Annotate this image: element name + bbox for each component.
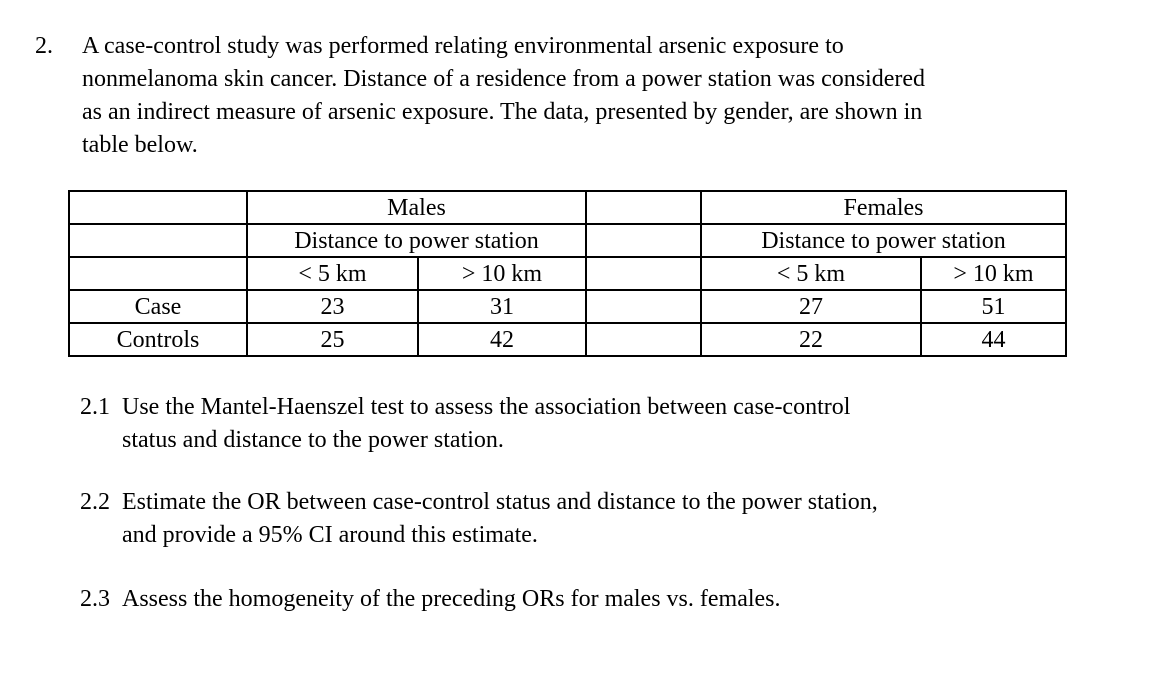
table-cell-controls-females-lt5km: 22 bbox=[700, 322, 922, 357]
question-number: 2.1 bbox=[80, 394, 110, 420]
table-row-gender-header: Males Females bbox=[68, 190, 1067, 225]
question-2-3: 2.3 Assess the homogeneity of the preced… bbox=[80, 583, 781, 616]
problem-statement: 2. A case-control study was performed re… bbox=[35, 30, 925, 162]
question-number: 2.2 bbox=[80, 489, 110, 515]
problem-number: 2. bbox=[35, 33, 53, 59]
table-header-males: Males bbox=[246, 190, 587, 225]
table-cell-spacer bbox=[585, 322, 702, 357]
question-number: 2.3 bbox=[80, 586, 110, 612]
table-cell-case-females-lt5km: 27 bbox=[700, 289, 922, 324]
question-2-2: 2.2 Estimate the OR between case-control… bbox=[80, 486, 878, 552]
table-header-distance-males: Distance to power station bbox=[246, 223, 587, 258]
table-cell-controls-females-gt10km: 44 bbox=[920, 322, 1067, 357]
data-table-container: Males Females Distance to power station … bbox=[68, 190, 1067, 357]
question-text: Use the Mantel-Haenszel test to assess t… bbox=[122, 391, 850, 457]
question-text-line: Assess the homogeneity of the preceding … bbox=[122, 586, 781, 612]
table-cell-empty bbox=[68, 256, 248, 291]
table-rowlabel-controls: Controls bbox=[68, 322, 248, 357]
question-2-1: 2.1 Use the Mantel-Haenszel test to asse… bbox=[80, 391, 850, 457]
table-cell-empty bbox=[68, 223, 248, 258]
table-row-km-header: < 5 km > 10 km < 5 km > 10 km bbox=[68, 256, 1067, 291]
question-text-line: Use the Mantel-Haenszel test to assess t… bbox=[122, 394, 851, 420]
table-cell-case-females-gt10km: 51 bbox=[920, 289, 1067, 324]
question-text-line: and provide a 95% CI around this estimat… bbox=[122, 522, 538, 548]
table-header-females: Females bbox=[700, 190, 1067, 225]
table-cell-controls-males-lt5km: 25 bbox=[246, 322, 419, 357]
table-rowlabel-case: Case bbox=[68, 289, 248, 324]
table-row-case: Case 23 31 27 51 bbox=[68, 289, 1067, 324]
question-text-line: Estimate the OR between case-control sta… bbox=[122, 489, 878, 515]
table-header-males-lt5km: < 5 km bbox=[246, 256, 419, 291]
problem-text-line: A case-control study was performed relat… bbox=[82, 33, 844, 59]
table-header-distance-females: Distance to power station bbox=[700, 223, 1067, 258]
problem-text-line: as an indirect measure of arsenic exposu… bbox=[82, 99, 923, 125]
table-cell-spacer bbox=[585, 289, 702, 324]
table-cell-case-males-gt10km: 31 bbox=[417, 289, 587, 324]
table-row-distance-header: Distance to power station Distance to po… bbox=[68, 223, 1067, 258]
question-text: Assess the homogeneity of the preceding … bbox=[122, 583, 781, 616]
table-header-females-gt10km: > 10 km bbox=[920, 256, 1067, 291]
table-cell-spacer bbox=[585, 223, 702, 258]
problem-text-line: nonmelanoma skin cancer. Distance of a r… bbox=[82, 66, 926, 92]
table-header-males-gt10km: > 10 km bbox=[417, 256, 587, 291]
case-control-data-table: Males Females Distance to power station … bbox=[68, 190, 1067, 357]
question-text-line: status and distance to the power station… bbox=[122, 427, 504, 453]
problem-text-line: table below. bbox=[82, 132, 198, 158]
question-text: Estimate the OR between case-control sta… bbox=[122, 486, 878, 552]
table-cell-spacer bbox=[585, 256, 702, 291]
table-cell-spacer bbox=[585, 190, 702, 225]
problem-text: A case-control study was performed relat… bbox=[82, 30, 925, 162]
table-header-females-lt5km: < 5 km bbox=[700, 256, 922, 291]
table-cell-controls-males-gt10km: 42 bbox=[417, 322, 587, 357]
table-row-controls: Controls 25 42 22 44 bbox=[68, 322, 1067, 357]
table-cell-case-males-lt5km: 23 bbox=[246, 289, 419, 324]
table-cell-empty bbox=[68, 190, 248, 225]
